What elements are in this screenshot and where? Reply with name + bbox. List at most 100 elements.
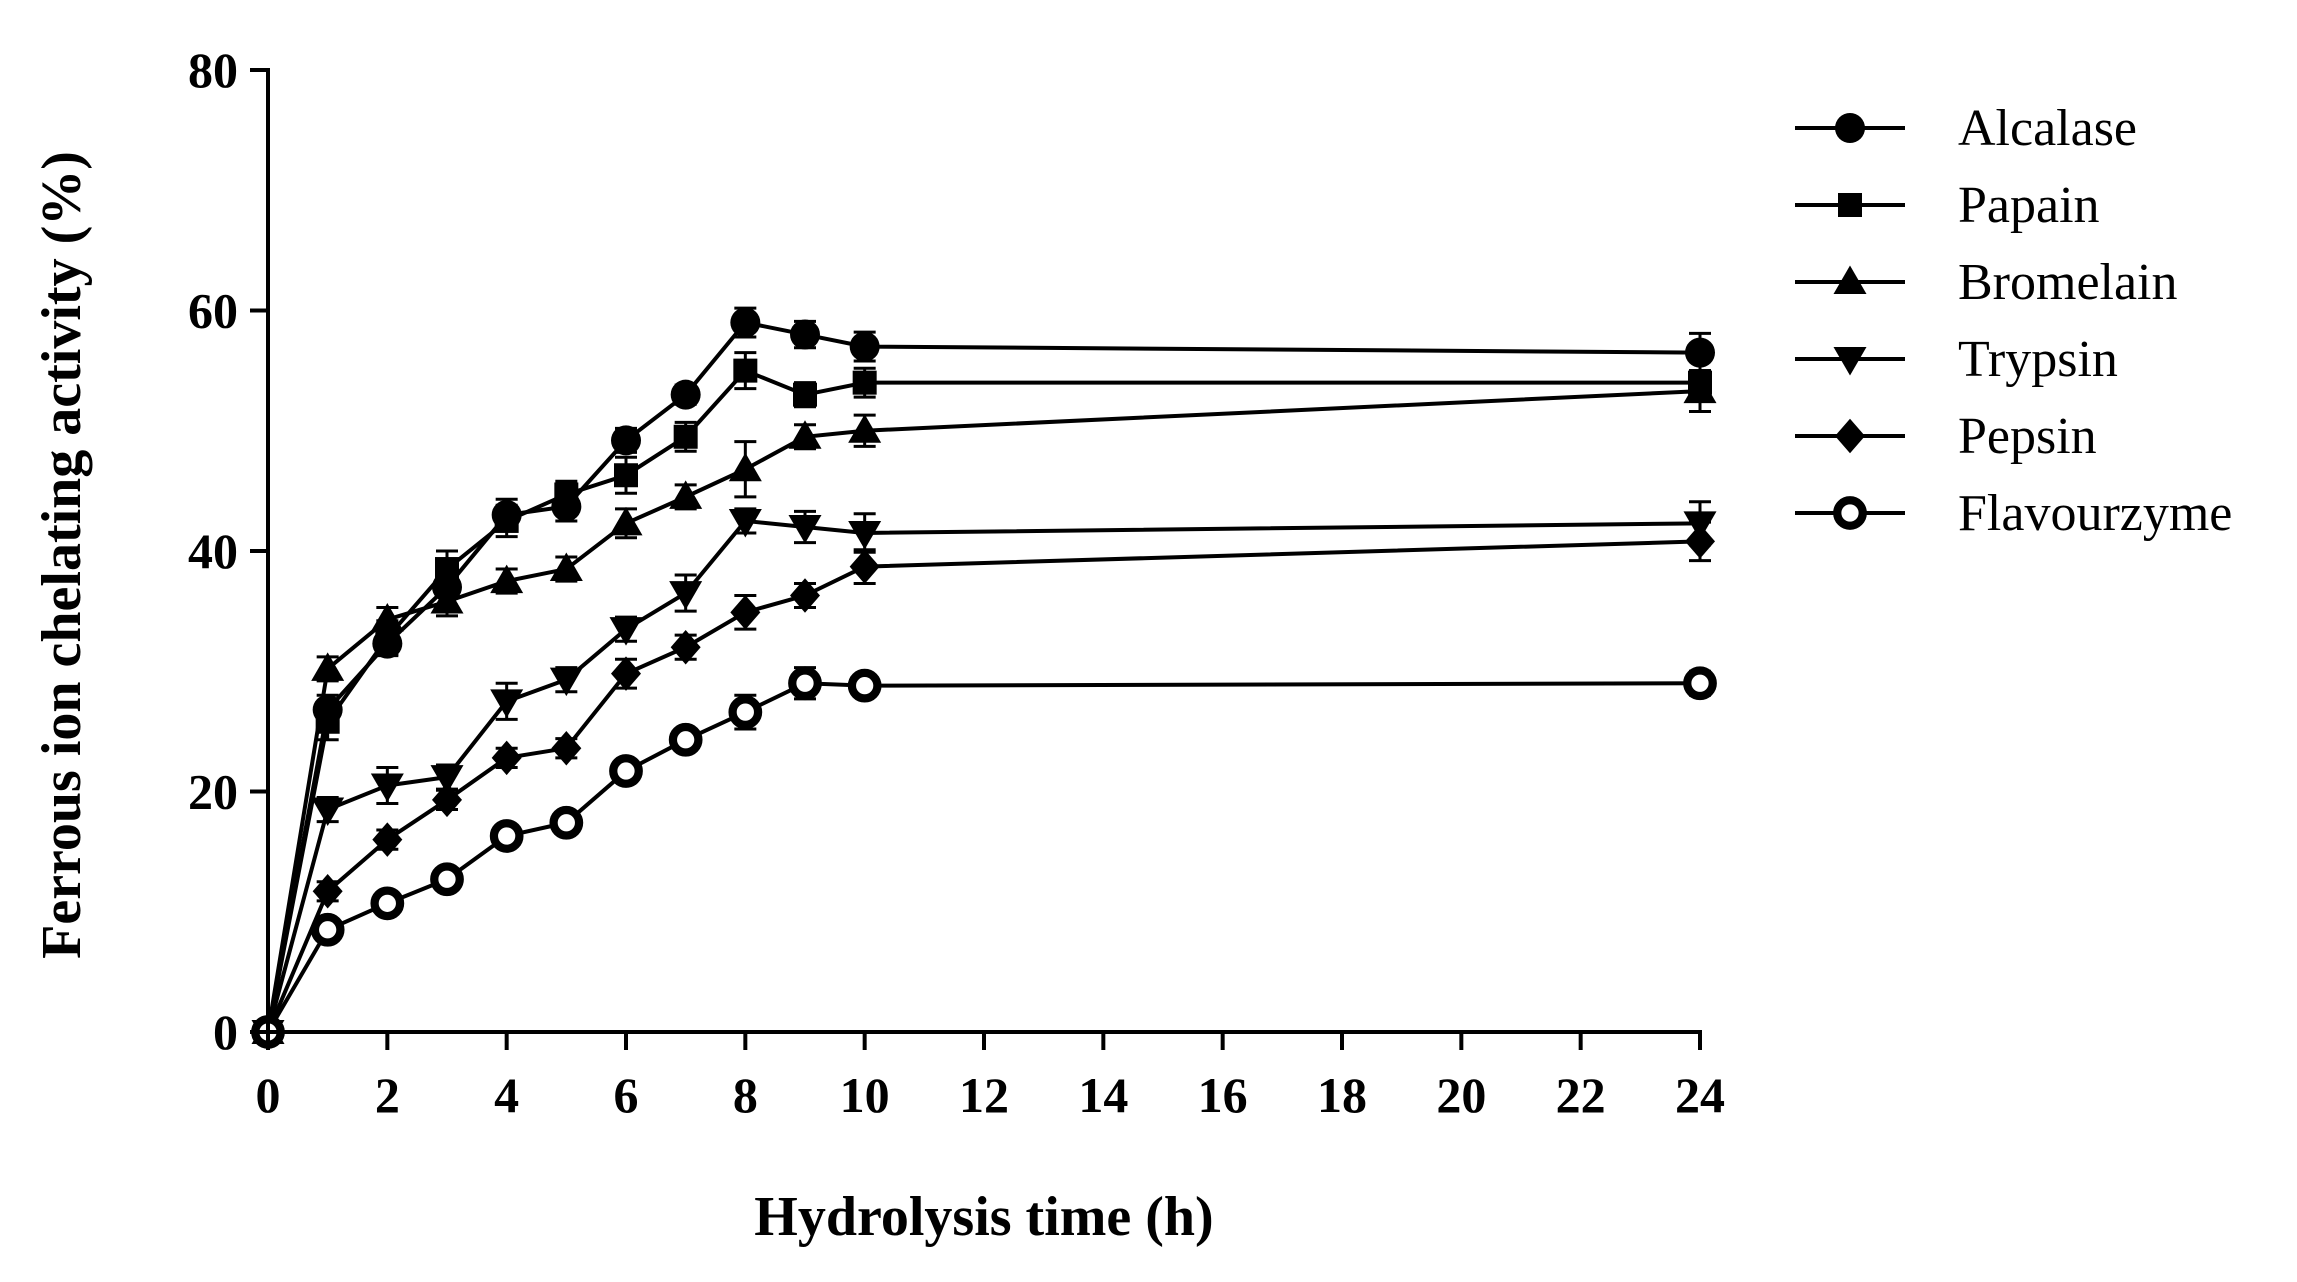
data-point bbox=[435, 557, 459, 582]
data-point bbox=[611, 656, 641, 691]
series-trypsin bbox=[251, 500, 1717, 1049]
series-bromelain bbox=[251, 369, 1717, 1044]
data-point bbox=[489, 819, 524, 853]
data-point bbox=[788, 420, 822, 449]
data-point bbox=[793, 382, 817, 407]
data-point bbox=[728, 508, 762, 538]
data-point bbox=[848, 414, 882, 443]
x-tick-label: 12 bbox=[959, 1067, 1009, 1123]
data-point bbox=[490, 689, 524, 718]
legend-label: Flavourzyme bbox=[1958, 485, 2232, 542]
legend-label: Trypsin bbox=[1958, 331, 2118, 388]
data-point bbox=[490, 564, 524, 594]
x-tick-label: 16 bbox=[1198, 1067, 1248, 1123]
data-point bbox=[432, 782, 462, 818]
data-point bbox=[312, 874, 343, 909]
data-point bbox=[670, 379, 701, 410]
data-point bbox=[728, 695, 763, 730]
series-line bbox=[266, 368, 1700, 1033]
data-point bbox=[669, 480, 703, 509]
x-tick-label: 8 bbox=[733, 1067, 758, 1123]
data-point bbox=[551, 730, 582, 766]
legend-item-bromelain: Bromelain bbox=[1795, 254, 2178, 311]
data-point bbox=[554, 482, 579, 507]
x-tick-label: 14 bbox=[1078, 1067, 1128, 1123]
data-point bbox=[609, 617, 643, 646]
data-point bbox=[494, 508, 519, 533]
legend-label: Pepsin bbox=[1958, 408, 2097, 465]
data-point bbox=[733, 358, 758, 383]
data-point bbox=[788, 514, 822, 544]
series-pepsin bbox=[253, 520, 1715, 1050]
data-point bbox=[310, 912, 345, 947]
y-tick-label: 40 bbox=[188, 523, 238, 579]
x-tick-label: 18 bbox=[1317, 1067, 1367, 1123]
legend-label: Alcalase bbox=[1958, 100, 2137, 157]
x-tick-label: 2 bbox=[375, 1067, 400, 1123]
data-point bbox=[372, 822, 403, 857]
plot-area bbox=[251, 306, 1717, 1050]
y-tick-label: 80 bbox=[188, 42, 238, 98]
legend-item-flavourzyme: Flavourzyme bbox=[1795, 485, 2232, 542]
data-point bbox=[673, 424, 698, 449]
data-point bbox=[670, 629, 701, 665]
data-point bbox=[430, 765, 464, 794]
data-point bbox=[614, 463, 638, 488]
data-point bbox=[1683, 374, 1717, 404]
data-point bbox=[370, 886, 405, 921]
series-line bbox=[266, 518, 1701, 1033]
legend-label: Papain bbox=[1958, 177, 2100, 234]
y-axis-title: Ferrous ion chelating activity (%) bbox=[31, 151, 93, 959]
x-axis-title: Hydrolysis time (h) bbox=[754, 1186, 1213, 1248]
x-tick-label: 6 bbox=[614, 1067, 639, 1123]
data-point bbox=[669, 581, 703, 610]
data-point bbox=[730, 307, 761, 338]
data-point bbox=[852, 370, 877, 395]
data-point bbox=[730, 595, 761, 630]
legend-item-papain: Papain bbox=[1795, 177, 2100, 234]
data-point bbox=[1685, 337, 1715, 368]
data-point bbox=[609, 506, 643, 536]
series-alcalase bbox=[253, 306, 1715, 1047]
series-papain bbox=[256, 351, 1712, 1044]
legend-marker bbox=[1833, 347, 1867, 376]
data-point bbox=[430, 862, 464, 897]
x-tick-label: 4 bbox=[494, 1067, 519, 1123]
series-line bbox=[266, 681, 1701, 1034]
legend-marker bbox=[1833, 496, 1867, 530]
data-point bbox=[311, 652, 345, 681]
data-point bbox=[430, 585, 464, 614]
legend: Alcalase Papain Bromelain Trypsin Pepsin Flav… bbox=[1795, 100, 2232, 542]
data-point bbox=[549, 805, 584, 840]
legend-item-trypsin: Trypsin bbox=[1795, 331, 2118, 388]
x-tick-label: 10 bbox=[840, 1067, 890, 1123]
legend-marker bbox=[1835, 418, 1865, 454]
data-point bbox=[311, 797, 345, 827]
y-tick-label: 20 bbox=[188, 764, 238, 820]
series-flavourzyme bbox=[251, 666, 1717, 1049]
data-point bbox=[549, 552, 583, 582]
x-tick-label: 22 bbox=[1556, 1067, 1606, 1123]
legend-marker bbox=[1835, 113, 1865, 143]
data-point bbox=[370, 603, 404, 632]
data-point bbox=[788, 666, 822, 701]
data-point bbox=[790, 578, 820, 613]
data-point bbox=[609, 754, 643, 788]
legend-marker bbox=[1838, 193, 1862, 217]
data-point bbox=[728, 452, 762, 482]
data-point bbox=[491, 740, 522, 776]
legend-item-pepsin: Pepsin bbox=[1795, 408, 2097, 465]
x-tick-label: 20 bbox=[1436, 1067, 1486, 1123]
x-tick-label: 24 bbox=[1675, 1067, 1725, 1123]
data-point bbox=[1683, 666, 1717, 701]
y-tick-label: 0 bbox=[213, 1004, 238, 1060]
data-point bbox=[790, 319, 820, 350]
series-line bbox=[266, 389, 1701, 1033]
y-tick-label: 60 bbox=[188, 283, 238, 339]
data-point bbox=[611, 425, 641, 456]
legend-item-alcalase: Alcalase bbox=[1795, 100, 2137, 157]
data-point bbox=[1685, 524, 1715, 559]
legend-label: Bromelain bbox=[1958, 254, 2178, 311]
